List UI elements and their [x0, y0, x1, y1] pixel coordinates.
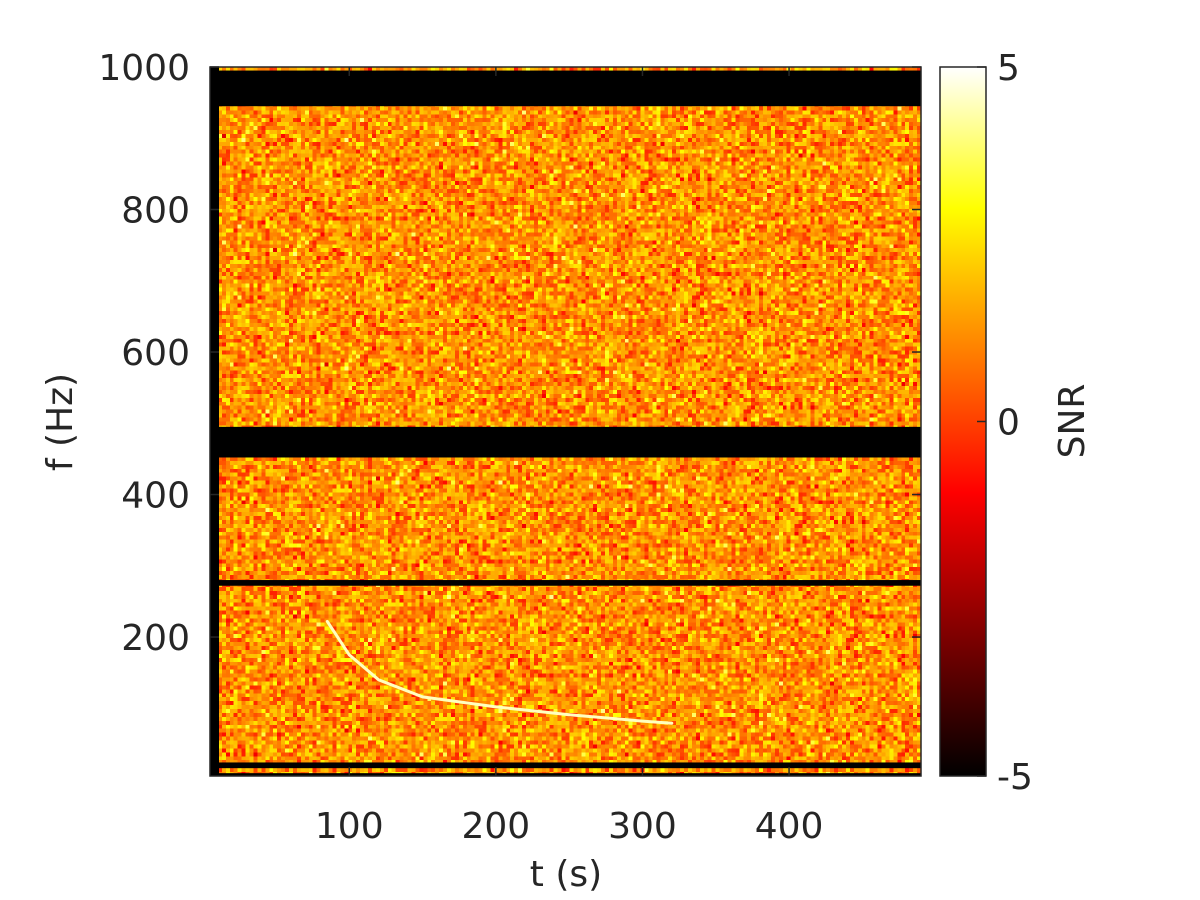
y-axis-ticks: 200 400 600 800 1000: [98, 48, 921, 659]
y-tick-label: 800: [121, 191, 190, 232]
masked-band: [210, 773, 921, 776]
x-axis-ticks: 100 200 300 400: [315, 67, 824, 847]
colorbar-label: SNR: [1052, 384, 1093, 459]
spectrogram-heatmap: [210, 67, 921, 776]
masked-band: [210, 580, 921, 586]
masked-bands: [210, 67, 921, 776]
plot-area: [209, 66, 922, 777]
x-tick-label: 100: [315, 806, 384, 847]
colorbar-tick-label: -5: [997, 757, 1033, 798]
masked-edge: [210, 67, 219, 776]
masked-band: [210, 762, 921, 769]
x-tick-label: 400: [755, 806, 824, 847]
colorbar-tick-label: 5: [997, 48, 1020, 89]
x-axis-label: t (s): [530, 854, 602, 895]
x-tick-label: 300: [608, 806, 677, 847]
x-tick-label: 200: [462, 806, 531, 847]
signal-track: [325, 619, 674, 725]
colorbar: -5 0 5 SNR: [939, 48, 1093, 798]
y-tick-label: 1000: [98, 48, 190, 89]
y-tick-label: 400: [121, 476, 190, 517]
y-tick-label: 200: [121, 618, 190, 659]
y-axis-label: f (Hz): [40, 373, 81, 471]
y-tick-label: 600: [121, 333, 190, 374]
masked-band: [210, 70, 921, 107]
colorbar-tick-label: 0: [997, 403, 1020, 444]
colorbar-ticks: -5 0 5: [977, 48, 1033, 798]
masked-band: [210, 426, 921, 458]
plot-frame: [209, 66, 922, 777]
